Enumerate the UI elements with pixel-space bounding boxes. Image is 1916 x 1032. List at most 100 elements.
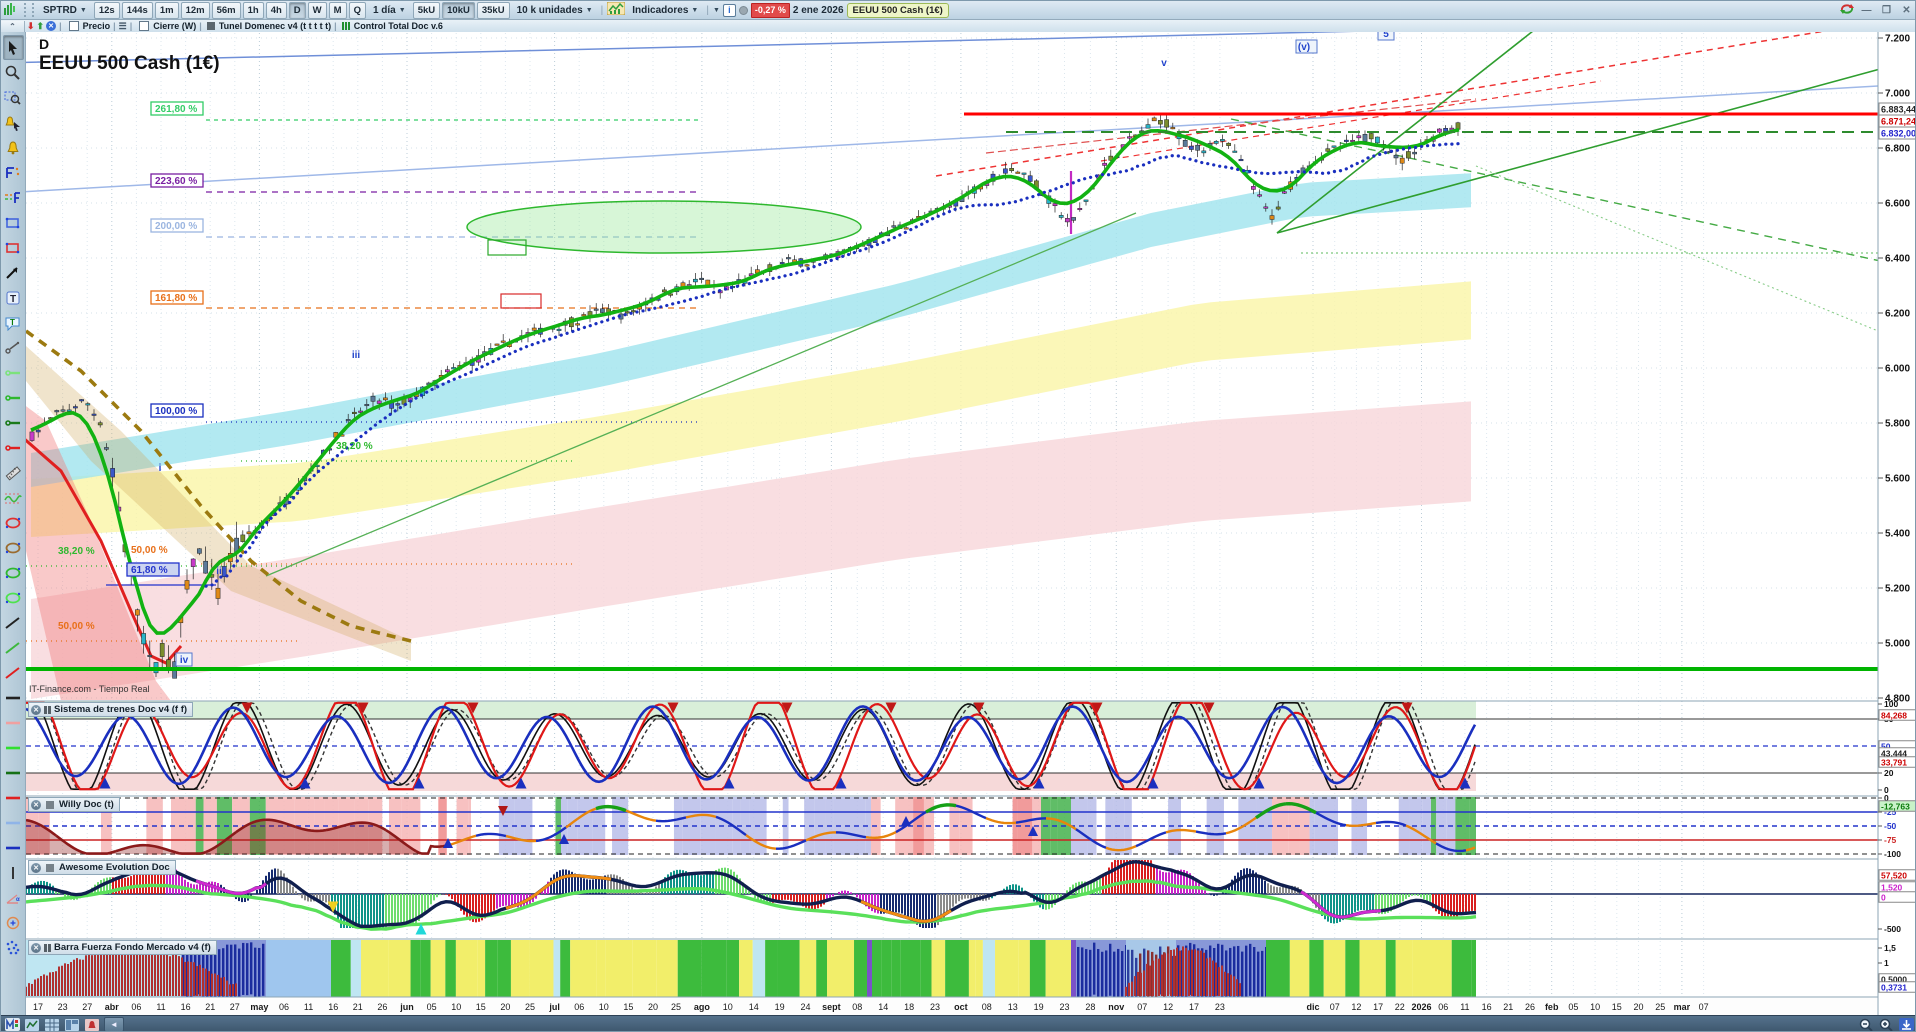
workspace-logo-icon[interactable] — [4, 1018, 20, 1031]
segment-green-tool[interactable] — [3, 635, 24, 660]
svg-text:20: 20 — [1633, 1002, 1643, 1012]
toolbar-grip[interactable] — [24, 3, 34, 17]
cursor-tool[interactable] — [2, 35, 24, 60]
chart-canvas[interactable]: 261,80 %223,60 %200,00 %161,80 %100,00 %… — [26, 32, 1916, 1015]
zoom-out-icon[interactable] — [1858, 1018, 1874, 1031]
timeframe-button-4h[interactable]: 4h — [265, 1, 287, 19]
measure-line-tool[interactable] — [3, 335, 24, 360]
circle-plus-tool[interactable] — [3, 910, 24, 935]
info-icon[interactable]: i — [722, 3, 736, 17]
panel-tab-barra[interactable]: ✕ Barra Fuerza Fondo Mercado v4 (f) — [28, 940, 217, 955]
close-icon[interactable]: ✕ — [31, 862, 41, 873]
close-w-checkbox[interactable] — [139, 21, 150, 31]
table-window-icon[interactable] — [44, 1018, 60, 1032]
segment-red-tool[interactable] — [3, 660, 24, 685]
svg-text:84,268: 84,268 — [1881, 711, 1907, 721]
fib-projection-tool[interactable] — [3, 160, 24, 185]
close-icon[interactable]: ✕ — [31, 799, 41, 810]
hline2-black-tool[interactable] — [3, 685, 24, 710]
chart-window-icon[interactable] — [24, 1018, 40, 1032]
unit-button-35kU[interactable]: 35kU — [476, 1, 510, 19]
svg-text:ago: ago — [694, 1002, 711, 1012]
text-tool[interactable]: T — [3, 285, 24, 310]
svg-text:IT-Finance.com - Tiempo Real: IT-Finance.com - Tiempo Real — [29, 684, 150, 694]
timeframe-button-1m[interactable]: 1m — [154, 1, 179, 19]
hline-lightgreen-tool[interactable] — [3, 360, 24, 385]
timeframe-button-M[interactable]: M — [328, 1, 347, 19]
close-icon[interactable]: ✕ — [31, 942, 41, 953]
timeframe-button-12m[interactable]: 12m — [180, 1, 210, 19]
add-indicator-icon[interactable]: ⬆ — [36, 20, 45, 31]
list-icon[interactable]: ☰ — [118, 20, 127, 31]
price-checkbox[interactable] — [68, 21, 79, 31]
timeframe-button-144s[interactable]: 144s — [121, 1, 153, 19]
alert-pointer-tool[interactable] — [3, 110, 24, 135]
hline-green-tool[interactable] — [3, 385, 24, 410]
remove-indicator-icon[interactable]: ⬇ — [27, 20, 35, 31]
close-button[interactable]: ✕ — [1902, 4, 1911, 16]
more-options-chevron[interactable]: ▼ — [712, 6, 720, 14]
chevron-down-icon: ▼ — [585, 6, 593, 14]
trend-arrow-tool[interactable] — [3, 260, 24, 285]
vline-tool[interactable] — [3, 860, 24, 885]
panel-tab-awesome[interactable]: ✕ Awesome Evolution Doc — [28, 860, 176, 875]
period-select[interactable]: 1 día ▼ — [372, 4, 406, 16]
hline2-darkgreen-tool[interactable] — [3, 760, 24, 785]
timeframe-button-12s[interactable]: 12s — [93, 1, 120, 19]
hline2-pink-tool[interactable] — [3, 710, 24, 735]
control-legend-label[interactable]: Control Total Doc v.6 — [353, 21, 443, 31]
ellipse-lime-tool[interactable] — [3, 585, 24, 610]
timeframe-button-1h[interactable]: 1h — [242, 1, 264, 19]
fib-retracement-tool[interactable] — [3, 185, 24, 210]
hline2-lime-tool[interactable] — [3, 735, 24, 760]
note-tool[interactable]: T — [3, 310, 24, 335]
restore-button[interactable]: ❐ — [1882, 4, 1891, 16]
rect-blue-tool[interactable] — [3, 210, 24, 235]
ellipse-brown-tool[interactable] — [3, 535, 24, 560]
hline2-red-tool[interactable] — [3, 785, 24, 810]
svg-text:21: 21 — [353, 1002, 363, 1012]
timeframe-button-56m[interactable]: 56m — [211, 1, 241, 19]
panel-tab-willy[interactable]: ✕ Willy Doc (t) — [28, 797, 120, 812]
units-select[interactable]: 10 k unidades ▼ — [516, 4, 593, 16]
blue-dotted-ma-line — [204, 142, 1461, 588]
rect-red-tool[interactable] — [3, 235, 24, 260]
indicators-icon — [606, 1, 626, 18]
zoom-in-icon[interactable] — [1878, 1018, 1894, 1031]
text-tool-icon: T — [6, 291, 20, 305]
unit-button-10kU[interactable]: 10kU — [442, 1, 475, 19]
alert-tool[interactable] — [3, 135, 24, 160]
scatter-tool[interactable] — [3, 935, 24, 960]
timeframe-button-W[interactable]: W — [307, 1, 327, 19]
segment-black-tool[interactable] — [3, 610, 24, 635]
alert-window-icon[interactable] — [84, 1018, 100, 1032]
panel-tab-sistema[interactable]: ✕ Sistema de trenes Doc v4 (f f) — [28, 702, 194, 717]
download-icon[interactable] — [1898, 1018, 1914, 1031]
layout-window-icon[interactable] — [64, 1018, 80, 1032]
hline2-lightblue-tool[interactable] — [3, 810, 24, 835]
zoom-box-tool[interactable] — [3, 85, 24, 110]
ruler-tool[interactable] — [3, 460, 24, 485]
ellipse-red-tool[interactable] — [3, 510, 24, 535]
ellipse-green-tool[interactable] — [3, 560, 24, 585]
hline-red-tool[interactable] — [3, 435, 24, 460]
tunnel-legend-label[interactable]: Tunel Domenec v4 (t t t t t) — [218, 21, 332, 31]
unit-button-5kU[interactable]: 5kU — [412, 1, 441, 19]
zoom-tool[interactable] — [3, 60, 24, 85]
refresh-icon[interactable] — [1839, 2, 1855, 19]
timeframe-button-D[interactable]: D — [288, 1, 306, 19]
timeframe-button-Q[interactable]: Q — [348, 1, 366, 19]
minimize-button[interactable]: — — [1861, 4, 1872, 16]
instrument-select[interactable]: SPTRD ▼ — [39, 3, 91, 18]
pattern-tool[interactable] — [3, 485, 24, 510]
hline2-blue-tool[interactable] — [3, 835, 24, 860]
back-button[interactable]: ◄ — [104, 1017, 124, 1031]
collapse-panel-button[interactable]: ⌃ — [1, 20, 25, 32]
indicators-button[interactable]: Indicadores ▼ — [632, 4, 699, 16]
hline-darkgreen-tool[interactable] — [3, 410, 24, 435]
instrument-pill[interactable]: EEUU 500 Cash (1€) — [846, 2, 949, 18]
angle-tool[interactable]: α — [3, 885, 24, 910]
svg-text:08: 08 — [982, 1002, 992, 1012]
close-icon[interactable]: ✕ — [31, 704, 41, 715]
close-all-icon[interactable]: ✕ — [46, 21, 57, 31]
